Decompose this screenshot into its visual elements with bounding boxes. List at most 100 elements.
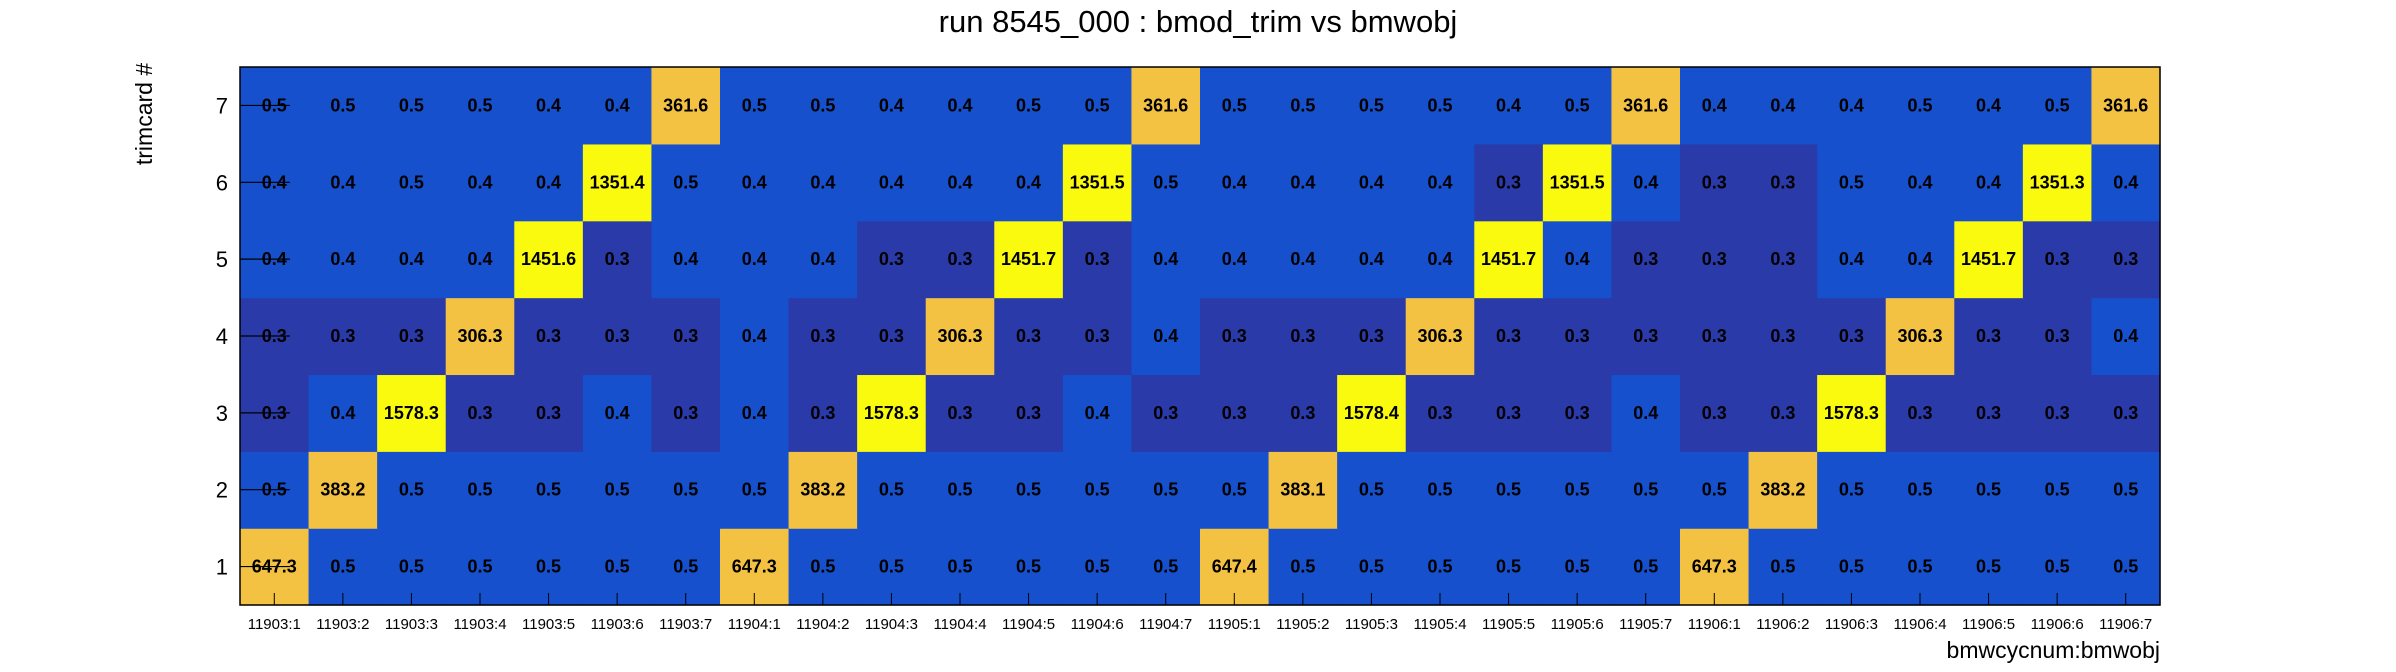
cell-value-label: 0.3 [1565,326,1590,346]
cell-value-label: 0.3 [1359,326,1384,346]
x-axis-label: bmwcycnum:bmwobj [1947,637,2160,663]
cell-value-label: 0.5 [1907,557,1932,577]
cell-value-label: 0.4 [1907,249,1932,269]
heatmap-cell [1474,528,1544,606]
y-tick-label: 1 [216,555,228,580]
heatmap-cell [720,528,790,606]
x-tick-label: 11904:3 [865,616,918,633]
cell-value-label: 0.5 [1770,557,1795,577]
cell-value-label: 0.5 [673,172,698,192]
heatmap-cell [1337,451,1407,529]
cell-value-label: 0.3 [2045,326,2070,346]
cell-value-label: 0.5 [2113,557,2138,577]
heatmap-cell [1542,220,1613,299]
cell-value-label: 0.5 [1359,557,1384,577]
heatmap-cell [308,67,378,145]
cell-value-label: 0.4 [1907,172,1932,192]
cell-value-label: 0.4 [1839,249,1864,269]
heatmap-cell [2022,220,2093,299]
cell-value-label: 0.4 [810,172,835,192]
heatmap-cell [1268,528,1338,606]
heatmap-cell [445,220,515,299]
cell-value-label: 0.5 [742,95,767,115]
cell-value-label: 0.3 [1016,326,1041,346]
heatmap-cell [2022,528,2093,606]
cell-value-label: 0.4 [536,95,561,115]
heatmap-cell [514,374,584,452]
cell-value-label: 361.6 [1623,95,1668,115]
cell-value-label: 0.5 [330,557,355,577]
heatmap-cell [2022,451,2093,529]
cell-value-label: 0.4 [467,249,492,269]
heatmap-cell [1885,451,1955,529]
cell-value-label: 0.5 [1085,95,1110,115]
heatmap-cell [994,374,1064,452]
cell-value-label: 0.5 [1222,95,1247,115]
cell-value-label: 0.3 [1770,326,1795,346]
cell-value-label: 0.5 [879,557,904,577]
heatmap-cell [1337,220,1407,299]
cell-value-label: 0.4 [1839,95,1864,115]
y-tick-label: 7 [216,93,228,118]
x-tick-label: 11906:6 [2031,616,2084,633]
heatmap-cell [1268,374,1338,452]
heatmap-cell [445,143,515,222]
cell-value-label: 361.6 [663,95,708,115]
cell-value-label: 0.4 [947,172,972,192]
heatmap-cell [1611,143,1681,222]
cell-value-label: 0.5 [1427,95,1452,115]
heatmap-cell [514,297,584,376]
x-tick-label: 11904:5 [1002,616,1055,633]
cell-value-label: 0.3 [1702,326,1727,346]
cell-value-label: 0.5 [1085,480,1110,500]
x-tick-label: 11904:1 [728,616,781,633]
heatmap-cell [1131,374,1201,452]
heatmap-cells [240,67,2161,606]
heatmap-cell [1062,374,1133,452]
cell-value-label: 0.3 [810,326,835,346]
heatmap-cell [1131,451,1201,529]
cell-value-label: 0.3 [2045,249,2070,269]
x-tick-label: 11904:6 [1071,616,1124,633]
heatmap-cell [925,67,995,145]
heatmap-cell [308,374,378,452]
cell-value-label: 0.3 [1633,326,1658,346]
cell-value-label: 0.4 [1496,95,1521,115]
cell-value-label: 0.5 [1222,480,1247,500]
heatmap-cell [1542,374,1613,452]
heatmap-cell [994,528,1064,606]
x-tick-label: 11903:6 [591,616,644,633]
heatmap-cell [1680,297,1750,376]
cell-value-label: 0.5 [673,557,698,577]
x-tick-label: 11905:3 [1345,616,1398,633]
x-tick-label: 11906:1 [1688,616,1741,633]
cell-value-label: 0.3 [1770,249,1795,269]
cell-value-labels: 647.3 0.5 0.5 0.5 0.5 0.5 0.5 647.3 0.5 0.5 0.5 0.5… [252,95,2148,576]
cell-value-label: 0.4 [2113,172,2138,192]
heatmap-cell [514,528,584,606]
y-tick-labels: 1 2 3 4 5 6 7 [216,93,290,580]
x-tick-label: 11903:5 [522,616,575,633]
heatmap-cell [308,297,378,376]
cell-value-label: 0.5 [1907,95,1932,115]
heatmap-cell [1268,220,1338,299]
cell-value-label: 0.3 [1633,249,1658,269]
heatmap-cell [445,374,515,452]
cell-value-label: 0.3 [1702,249,1727,269]
heatmap-cell [1954,297,2024,376]
cell-value-label: 1451.7 [1001,249,1056,269]
heatmap-cell [1337,143,1407,222]
heatmap-cell [1885,220,1955,299]
cell-value-label: 361.6 [1143,95,1188,115]
cell-value-label: 0.3 [673,403,698,423]
x-tick-label: 11905:5 [1482,616,1535,633]
heatmap-cell [1405,451,1475,529]
cell-value-label: 647.3 [732,557,777,577]
heatmap-cell [1680,67,1750,145]
heatmap-cell [720,297,790,376]
heatmap-cell [788,528,858,606]
cell-value-label: 383.2 [1760,480,1805,500]
cell-value-label: 0.4 [1633,172,1658,192]
cell-value-label: 0.4 [330,172,355,192]
heatmap-cell [582,297,653,376]
